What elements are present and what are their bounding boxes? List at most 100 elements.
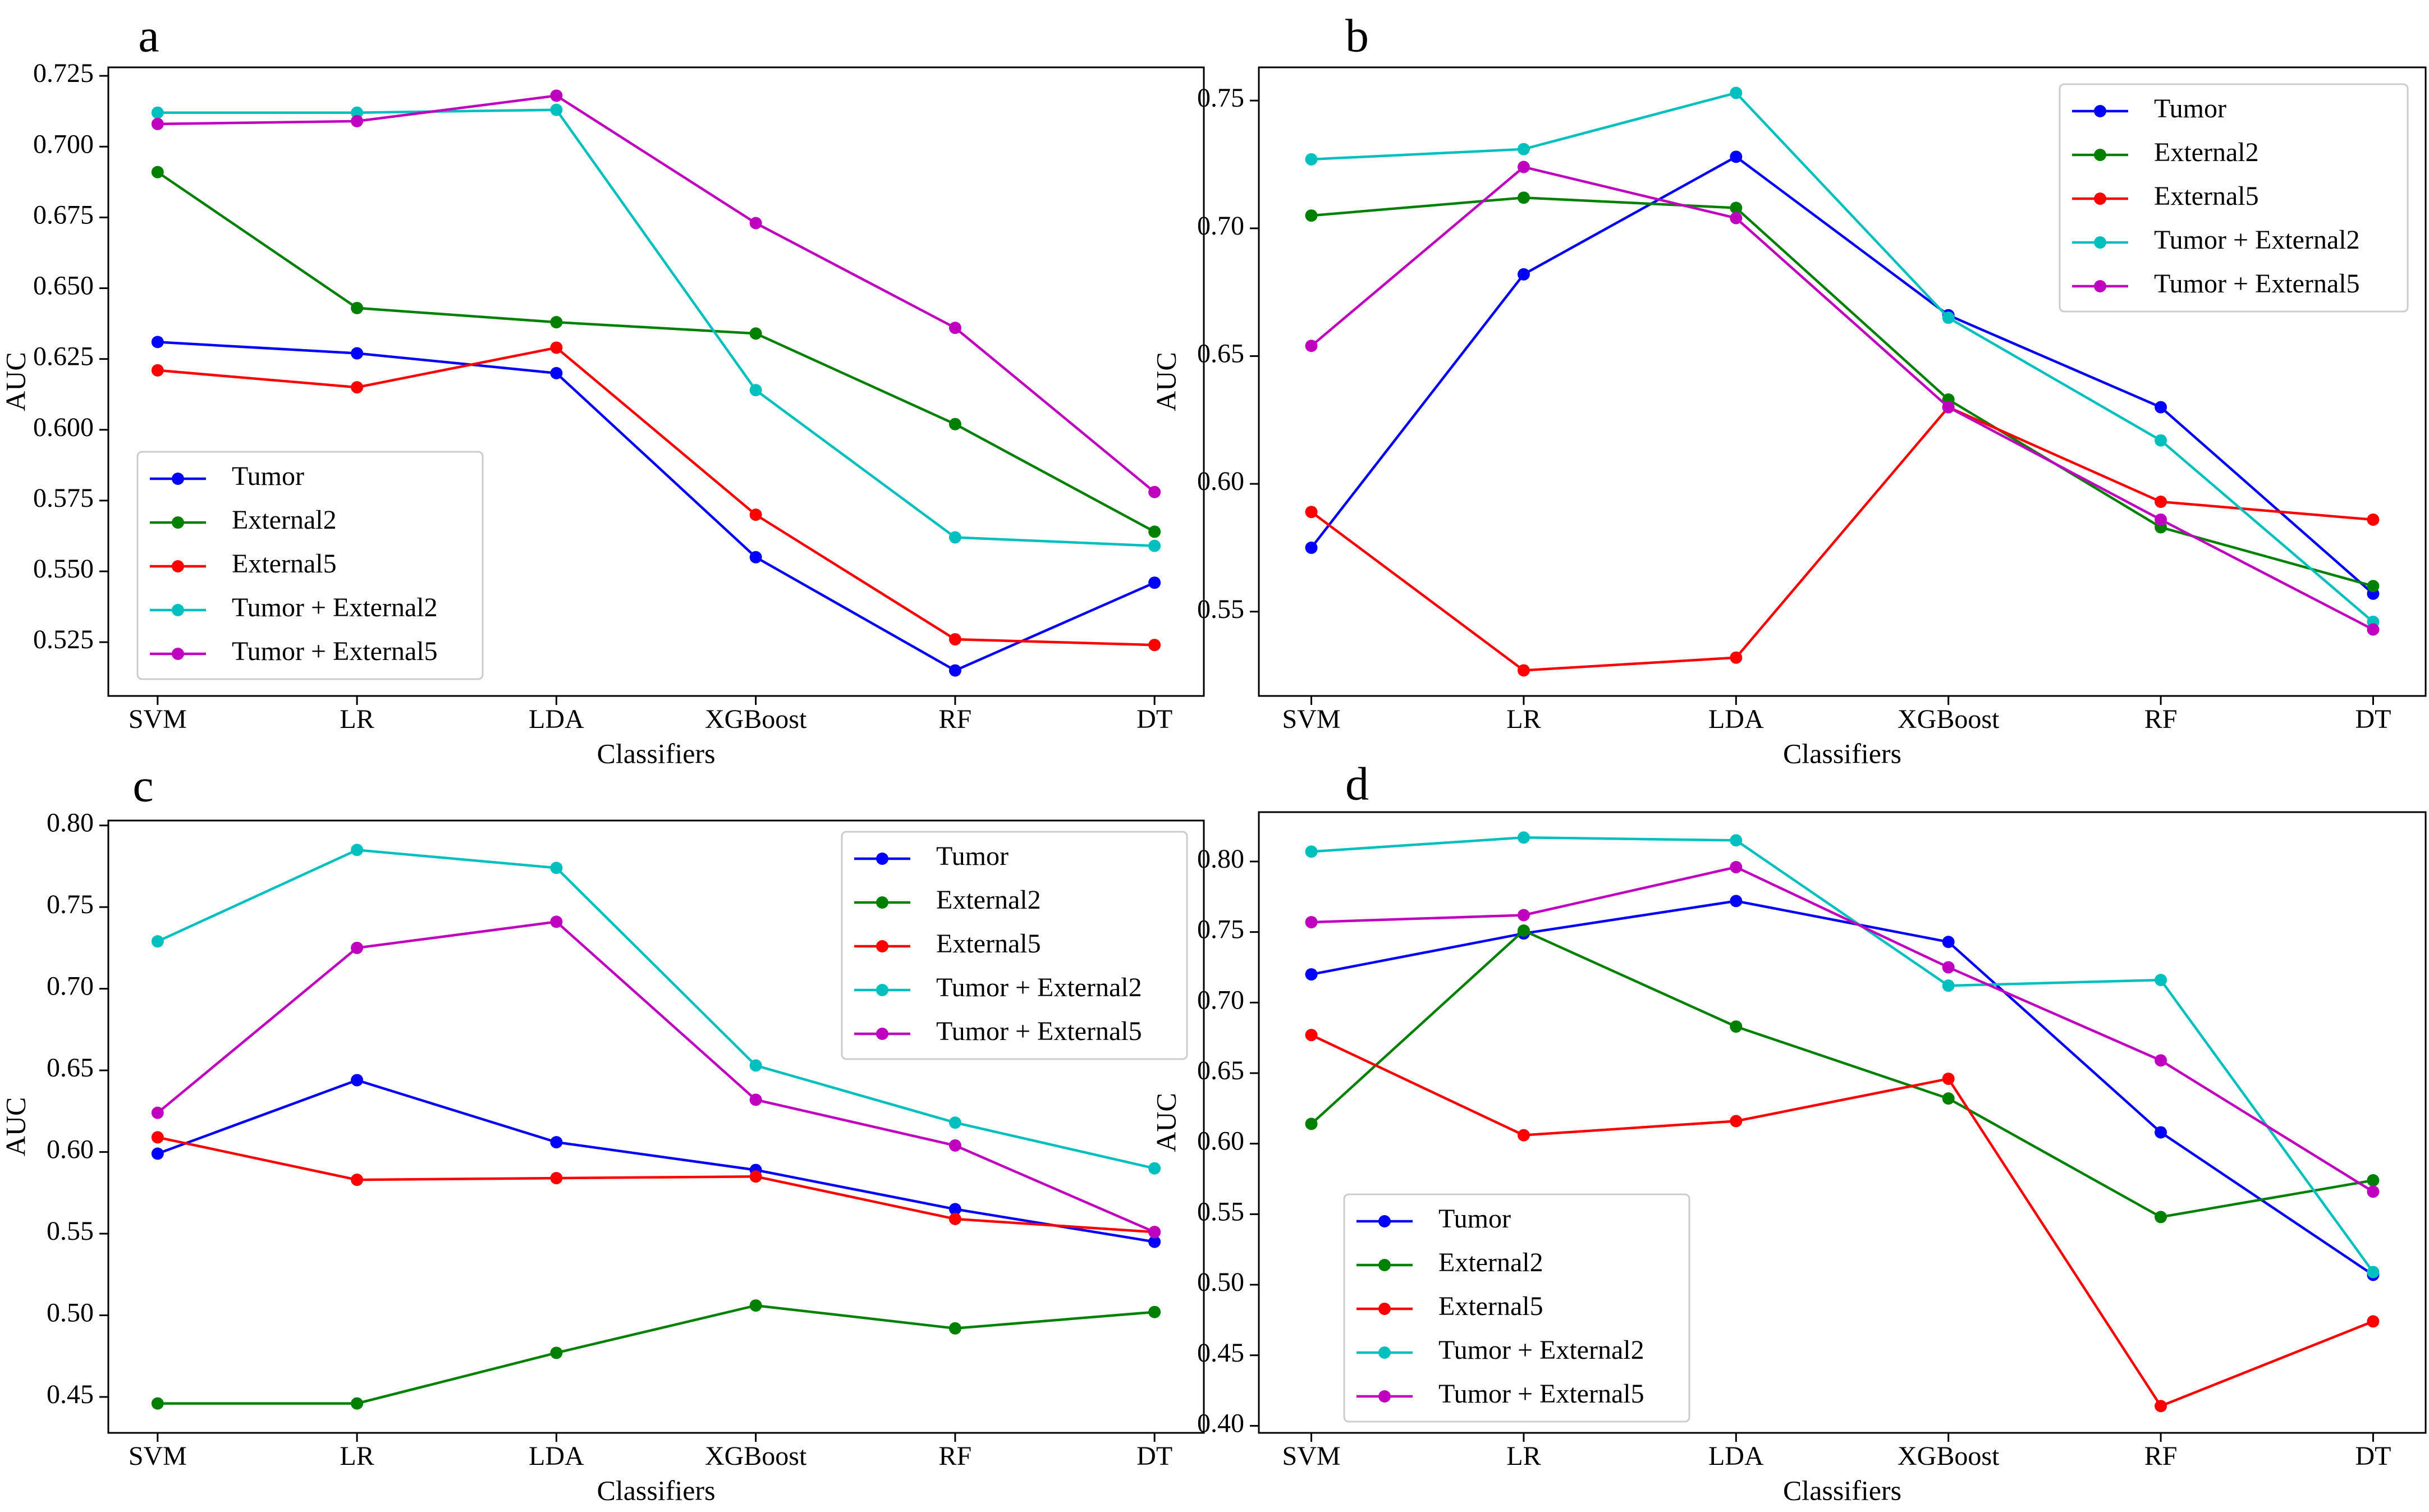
x-tick-label: DT (1136, 1441, 1172, 1471)
legend-label: Tumor + External5 (232, 636, 438, 666)
x-tick-label: LDA (1708, 704, 1764, 734)
data-point (550, 1136, 563, 1149)
y-tick-label: 0.60 (1197, 1126, 1244, 1156)
data-point (2155, 974, 2167, 987)
y-tick-label: 0.55 (1197, 594, 1244, 624)
series-external5 (151, 341, 1161, 652)
legend-item: Tumor + External2 (2072, 225, 2360, 255)
data-point (948, 664, 961, 677)
y-tick-label: 0.650 (33, 271, 94, 301)
data-point (1730, 834, 1743, 847)
y-tick-label: 0.60 (1197, 466, 1244, 496)
data-point (2155, 1211, 2167, 1224)
data-point (550, 316, 563, 329)
series-tumor-external2 (1305, 831, 2380, 1279)
y-tick-label: 0.70 (47, 972, 94, 1001)
legend-item: External5 (150, 549, 337, 579)
data-point (151, 166, 164, 178)
y-tick-label: 0.725 (33, 58, 94, 88)
data-point (351, 114, 364, 127)
y-tick-label: 0.75 (1197, 915, 1244, 945)
data-point (1517, 143, 1530, 155)
data-point (2155, 1054, 2167, 1067)
data-point (151, 935, 164, 948)
x-tick-label: RF (2144, 704, 2178, 734)
data-point (351, 1397, 364, 1410)
data-point (2367, 1315, 2380, 1328)
legend-label: External2 (1438, 1248, 1543, 1277)
data-point (151, 1131, 164, 1144)
legend-swatch-marker (1378, 1390, 1391, 1403)
legend: Tumor External2 External5 Tumor + External2… (136, 451, 484, 680)
y-tick-label: 0.600 (33, 413, 94, 442)
data-point (1148, 525, 1161, 538)
data-point (948, 418, 961, 430)
series-line (1310, 929, 2373, 1218)
data-point (2155, 495, 2167, 508)
panel-letter: c (132, 759, 153, 812)
legend-label: Tumor + External2 (232, 593, 438, 622)
panel-letter: d (1345, 758, 1369, 810)
x-tick-label: XGBoost (705, 1441, 807, 1471)
y-axis-label: AUC (0, 352, 31, 411)
y-tick-label: 0.75 (47, 890, 94, 919)
series-tumor-external5 (1305, 861, 2380, 1198)
data-point (151, 1106, 164, 1119)
series-tumor (151, 336, 1161, 677)
data-point (550, 89, 563, 102)
panel-letter: a (138, 10, 159, 62)
legend-box (136, 451, 484, 680)
legend-label: Tumor + External5 (2154, 269, 2360, 299)
legend-item: Tumor (150, 461, 304, 491)
data-point (1517, 909, 1530, 922)
legend-swatch-marker (2094, 105, 2106, 117)
x-tick-label: XGBoost (1898, 704, 2000, 734)
data-point (550, 103, 563, 116)
x-tick-label: LR (1506, 1441, 1541, 1471)
x-tick-label: LR (340, 1441, 374, 1471)
data-point (1517, 831, 1530, 844)
data-point (550, 341, 563, 354)
data-point (151, 106, 164, 119)
data-point (749, 1093, 762, 1106)
x-tick-label: LDA (529, 1441, 584, 1471)
x-tick-label: LDA (529, 704, 584, 734)
legend-item: Tumor + External2 (1356, 1335, 1644, 1365)
data-point (2367, 513, 2380, 526)
x-tick-label: RF (2144, 1441, 2178, 1471)
legend-swatch-marker (2094, 236, 2106, 249)
legend-label: Tumor (2154, 94, 2226, 123)
y-tick-label: 0.550 (33, 554, 94, 584)
legend-swatch-marker (172, 604, 184, 616)
legend-label: External5 (232, 549, 337, 579)
legend-item: Tumor + External5 (854, 1016, 1142, 1046)
series-tumor-external2 (151, 844, 1161, 1175)
data-point (550, 366, 563, 379)
data-point (948, 322, 961, 335)
x-tick-label: SVM (1282, 704, 1341, 734)
data-point (1148, 485, 1161, 498)
data-point (1305, 153, 1318, 166)
legend-label: External2 (936, 885, 1041, 915)
x-tick-label: SVM (129, 704, 187, 734)
x-tick-label: SVM (1282, 1441, 1341, 1471)
legend-swatch-marker (172, 516, 184, 529)
data-point (151, 336, 164, 349)
series-line (1311, 865, 2374, 1193)
data-point (550, 862, 563, 874)
data-point (1305, 968, 1318, 981)
y-tick-label: 0.700 (33, 129, 94, 159)
data-point (1942, 961, 1955, 974)
data-point (2155, 434, 2167, 447)
data-point (550, 1172, 563, 1185)
series-tumor-external5 (1305, 161, 2380, 636)
y-tick-label: 0.60 (47, 1135, 94, 1165)
legend-label: External2 (232, 505, 337, 535)
y-axis-label: AUC (1150, 1093, 1181, 1152)
data-point (151, 1397, 164, 1410)
data-point (1517, 161, 1530, 173)
data-point (948, 531, 961, 544)
data-point (351, 381, 364, 394)
legend-swatch-marker (2094, 280, 2106, 292)
legend: Tumor External2 External5 Tumor + External2… (1343, 1193, 1690, 1423)
